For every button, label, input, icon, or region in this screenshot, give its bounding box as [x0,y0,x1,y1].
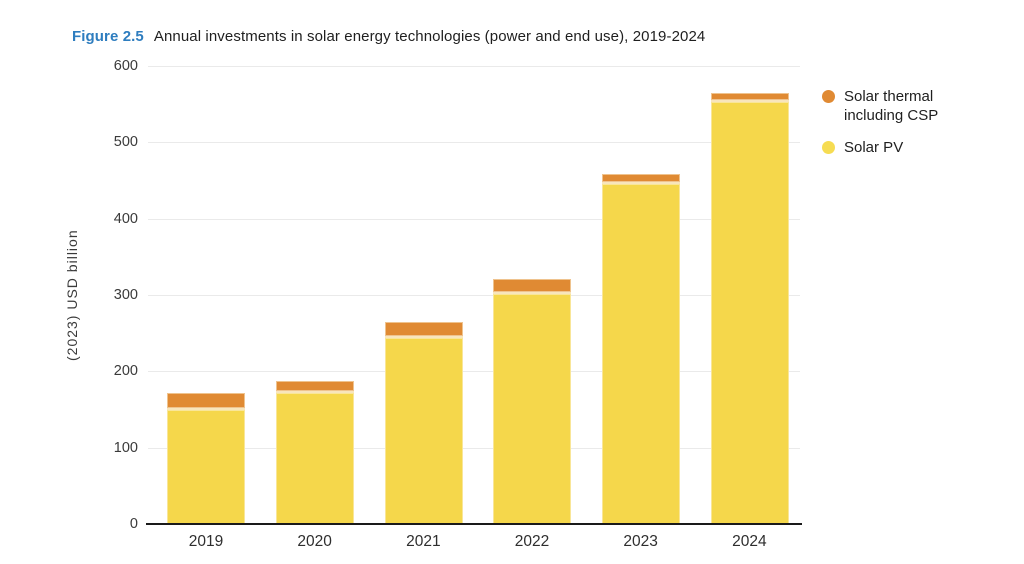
gridline-600 [148,66,800,67]
gridline-500 [148,142,800,144]
figure-number: Figure 2.5 [72,28,144,45]
bar-segment-solar-pv-2022 [493,294,572,524]
bar-segment-solar-pv-2020 [276,392,354,524]
bar-segment-solar-thermal-including-csp-2020 [276,380,354,393]
figure-caption: Annual investments in solar energy techn… [153,28,706,45]
gridline-200 [148,371,800,373]
x-tick-label-2023: 2023 [623,533,658,550]
y-tick-label-200: 200 [113,363,138,380]
x-tick-label-2024: 2024 [732,533,767,550]
legend-swatch-solar-pv-icon [822,140,835,154]
y-tick-label-400: 400 [113,210,138,227]
legend-item-solar-thermal-including-csp: Solar thermal including CSP [822,88,1012,126]
x-tick-label-2022: 2022 [514,533,550,550]
gridline-100 [148,447,800,449]
bar-segment-solar-pv-2021 [384,337,463,524]
gridline-300 [148,295,800,296]
bar-segment-solar-thermal-including-csp-2021 [384,322,463,338]
plot-area [148,66,800,524]
legend-item-solar-pv: Solar PV [822,139,1012,158]
legend: Solar thermal including CSP Solar PV [822,88,1012,157]
bar-segment-solar-pv-2024 [710,101,789,524]
y-tick-label-600: 600 [113,58,138,74]
figure-title: Figure 2.5 Annual investments in solar en… [72,28,705,45]
legend-label-solar-thermal-including-csp: Solar thermal including CSP [844,88,939,124]
y-tick-label-300: 300 [113,287,138,303]
x-tick-label-2019: 2019 [188,533,224,550]
legend-swatch-solar-thermal-including-csp-icon [822,90,835,103]
y-tick-label-0: 0 [129,516,138,532]
x-tick-label-2021: 2021 [406,533,441,550]
x-axis-line [146,523,802,525]
legend-label-solar-pv: Solar PV [844,138,904,156]
bar-segment-solar-thermal-including-csp-2022 [493,278,572,295]
bar-segment-solar-thermal-including-csp-2024 [710,92,789,102]
y-tick-label-100: 100 [113,439,138,456]
gridline-400 [148,218,800,220]
y-tick-label-500: 500 [113,134,138,151]
bar-segment-solar-thermal-including-csp-2019 [167,393,246,410]
x-tick-label-2020: 2020 [297,533,332,550]
bar-segment-solar-thermal-including-csp-2023 [602,173,680,184]
bar-segment-solar-pv-2019 [167,409,246,524]
bar-segment-solar-pv-2023 [602,183,680,524]
